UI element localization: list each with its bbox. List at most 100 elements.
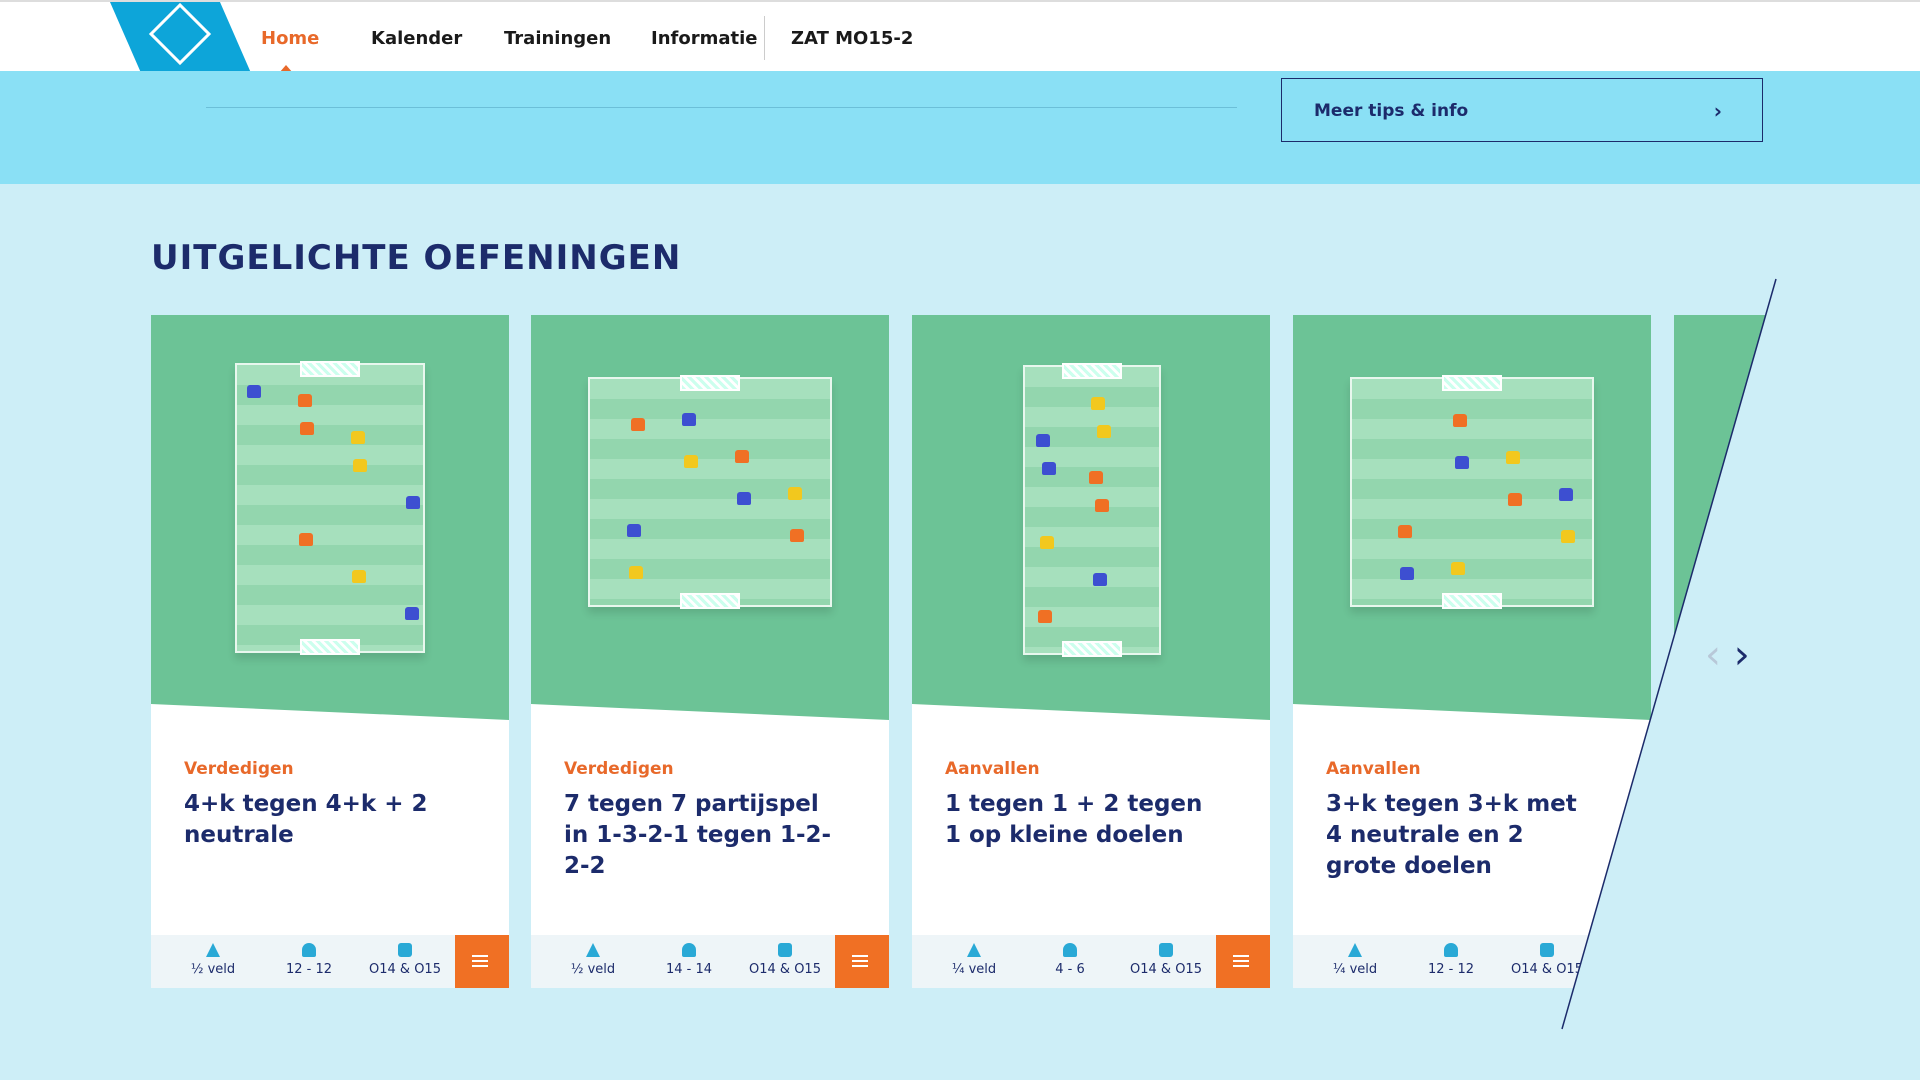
meta-text: 12 - 12 xyxy=(285,962,333,977)
player xyxy=(1089,471,1103,484)
exercise-card[interactable]: Verdedigen 7 tegen 7 partijspel in 1-3-2-… xyxy=(531,315,889,988)
goal xyxy=(1062,641,1122,657)
team-link[interactable]: ZAT MO15-2 xyxy=(791,28,914,49)
player xyxy=(1453,414,1467,427)
meta-icon xyxy=(1063,943,1077,957)
nav-link[interactable]: Informatie xyxy=(651,28,758,49)
player xyxy=(737,492,751,505)
player xyxy=(1398,525,1412,538)
add-button[interactable] xyxy=(1597,935,1651,988)
player xyxy=(247,385,261,398)
nav-link[interactable]: Trainingen xyxy=(504,28,612,49)
player xyxy=(1451,562,1465,575)
player xyxy=(406,496,420,509)
meta-field: ¼ veld xyxy=(1305,943,1405,977)
add-button[interactable] xyxy=(1216,935,1270,988)
meta-icon xyxy=(206,943,220,957)
card-illustration xyxy=(912,315,1270,720)
player xyxy=(627,524,641,537)
goal xyxy=(1442,593,1502,609)
player xyxy=(1036,434,1050,447)
meta-icon xyxy=(1540,943,1554,957)
meta-field: ¼ veld xyxy=(924,943,1024,977)
next-arrow[interactable]: › xyxy=(1733,632,1750,678)
meta-players: 12 - 12 xyxy=(1401,943,1501,977)
next-card-peek xyxy=(1674,315,1874,988)
goal xyxy=(1062,363,1122,379)
player xyxy=(790,529,804,542)
meta-icon xyxy=(302,943,316,957)
player xyxy=(1040,536,1054,549)
goal xyxy=(680,375,740,391)
separator xyxy=(764,16,765,60)
card-title: 7 tegen 7 partijspel in 1-3-2-1 tegen 1-… xyxy=(564,791,832,879)
meta-icon xyxy=(1348,943,1362,957)
meta-field: ½ veld xyxy=(163,943,263,977)
card-category: Aanvallen xyxy=(1326,759,1421,779)
meta-age: O14 & O15 xyxy=(1497,943,1597,977)
player xyxy=(299,533,313,546)
meta-text: O14 & O15 xyxy=(749,962,821,977)
player xyxy=(405,607,419,620)
card-illustration xyxy=(151,315,509,720)
player xyxy=(351,431,365,444)
tips-button[interactable]: Meer tips & info › xyxy=(1281,78,1763,142)
prev-arrow[interactable]: ‹ xyxy=(1705,632,1721,678)
player xyxy=(631,418,645,431)
meta-icon xyxy=(967,943,981,957)
add-button[interactable] xyxy=(455,935,509,988)
meta-text: O14 & O15 xyxy=(369,962,441,977)
add-button[interactable] xyxy=(835,935,889,988)
card-title: 1 tegen 1 + 2 tegen 1 op kleine doelen xyxy=(945,791,1203,848)
player xyxy=(298,394,312,407)
meta-text: O14 & O15 xyxy=(1130,962,1202,977)
meta-text: ¼ veld xyxy=(1332,962,1378,977)
meta-text: ½ veld xyxy=(570,962,616,977)
exercise-card[interactable]: Aanvallen 1 tegen 1 + 2 tegen 1 op kleine… xyxy=(912,315,1270,988)
card-footer: ¼ veld 4 - 6 O14 & O15 xyxy=(912,935,1270,988)
meta-age: O14 & O15 xyxy=(735,943,835,977)
exercise-card[interactable]: Verdedigen 4+k tegen 4+k + 2 neutrale ½ ve… xyxy=(151,315,509,988)
player xyxy=(1455,456,1469,469)
player xyxy=(682,413,696,426)
player xyxy=(735,450,749,463)
nav-link[interactable]: Home xyxy=(261,28,320,49)
meta-age: O14 & O15 xyxy=(355,943,455,977)
player xyxy=(1042,462,1056,475)
player xyxy=(629,566,643,579)
player xyxy=(353,459,367,472)
player xyxy=(1095,499,1109,512)
player xyxy=(788,487,802,500)
player xyxy=(300,422,314,435)
button-label: Meer tips & info xyxy=(1314,101,1469,121)
meta-text: O14 & O15 xyxy=(1511,962,1583,977)
meta-text: 12 - 12 xyxy=(1427,962,1475,977)
goal xyxy=(1442,375,1502,391)
exercise-card[interactable]: Aanvallen 3+k tegen 3+k met 4 neutrale en… xyxy=(1293,315,1651,988)
meta-players: 4 - 6 xyxy=(1020,943,1120,977)
nav-link[interactable]: Kalender xyxy=(371,28,463,49)
player xyxy=(684,455,698,468)
player xyxy=(1400,567,1414,580)
player xyxy=(1506,451,1520,464)
player xyxy=(352,570,366,583)
section-title: UITGELICHTE OEFENINGEN xyxy=(151,238,682,278)
active-indicator xyxy=(279,65,293,73)
goal xyxy=(680,593,740,609)
card-category: Verdedigen xyxy=(564,759,674,779)
banner: Meer tips & info › xyxy=(0,71,1920,184)
meta-icon xyxy=(682,943,696,957)
meta-icon xyxy=(778,943,792,957)
meta-icon xyxy=(586,943,600,957)
card-title: 4+k tegen 4+k + 2 neutrale xyxy=(184,791,428,848)
player xyxy=(1097,425,1111,438)
nav-bar: Home Kalender Trainingen Informatie ZAT … xyxy=(0,0,1920,73)
meta-text: 4 - 6 xyxy=(1055,962,1085,977)
card-illustration xyxy=(1293,315,1651,720)
goal xyxy=(300,361,360,377)
meta-text: 14 - 14 xyxy=(665,962,713,977)
pitch xyxy=(235,361,425,655)
pitch xyxy=(1350,375,1594,609)
pitch xyxy=(588,375,832,609)
